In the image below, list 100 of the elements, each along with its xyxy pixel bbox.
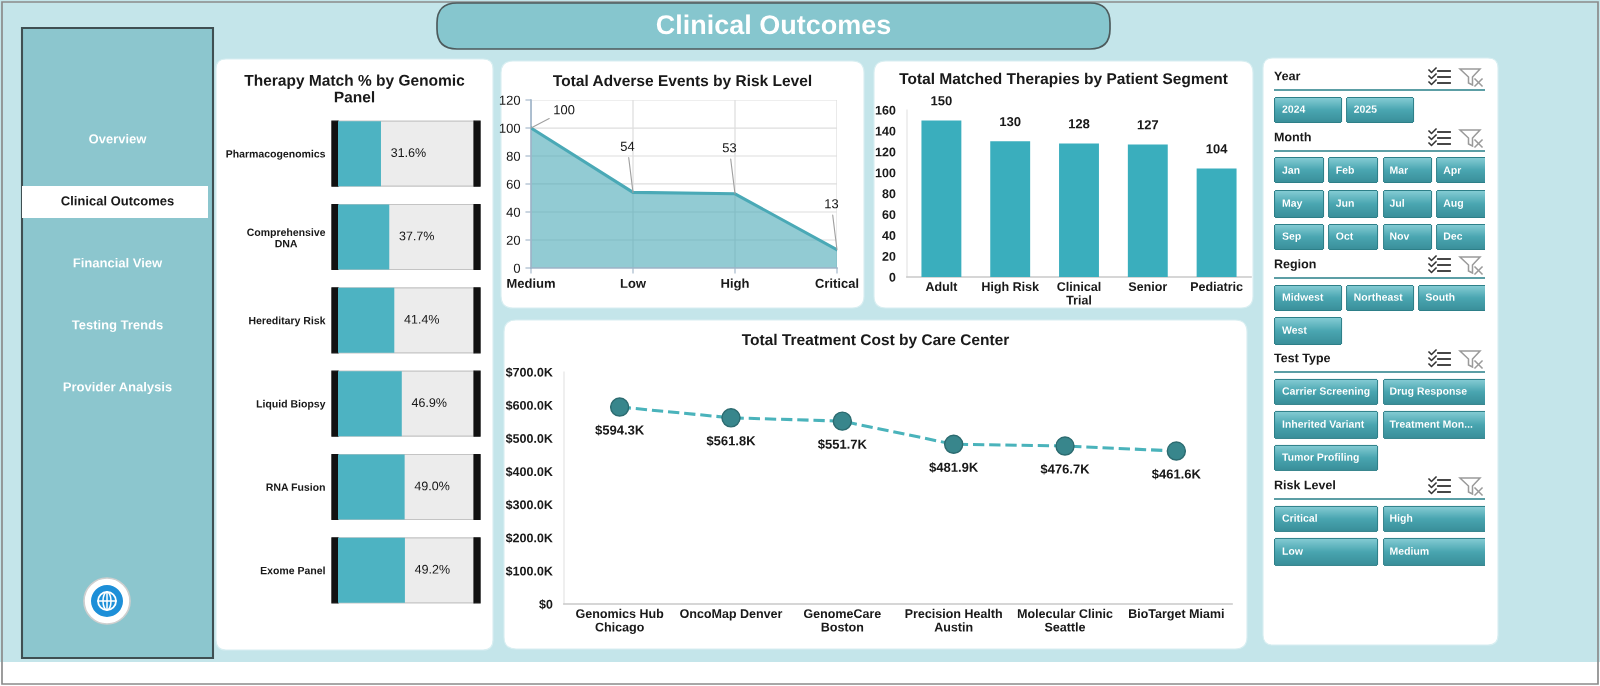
data-label: 31.6% — [391, 148, 426, 158]
category-label: Aug — [1443, 199, 1463, 209]
x-tick-label: Genomics Hub Chicago — [576, 608, 664, 635]
category-label: Tumor Profiling — [1282, 453, 1359, 463]
bar — [1059, 143, 1099, 277]
y-tick-label: 20 — [506, 235, 521, 245]
y-tick-label: $400.0K — [505, 466, 553, 477]
bar — [990, 141, 1031, 277]
x-tick-label: Critical — [815, 278, 859, 288]
category-label: Provider Analysis — [63, 381, 172, 395]
text: Month — [1274, 132, 1311, 142]
category-label: Apr — [1443, 166, 1462, 176]
y-tick-label: 0 — [513, 263, 521, 273]
category-label: Jun — [1335, 199, 1354, 207]
data-label: 150 — [931, 96, 952, 106]
y-tick-label: 140 — [875, 126, 896, 136]
category-label: Oct — [1336, 232, 1354, 240]
data-label: 49.2% — [414, 564, 450, 574]
category-label: 2025 — [1354, 105, 1377, 113]
chart-title: Therapy Match % by Genomic Panel — [244, 74, 465, 103]
x-tick-label: OncoMap Denver — [680, 609, 783, 621]
text: Risk Level — [1274, 480, 1335, 490]
y-tick-label: 20 — [882, 251, 896, 261]
category-label: Testing Trends — [71, 319, 163, 333]
category-label: Clinical Outcomes — [61, 195, 174, 206]
x-tick-label: Adult — [925, 281, 958, 292]
y-tick-label: 80 — [506, 151, 521, 161]
x-tick-label: Medium — [507, 278, 555, 288]
y-tick-label: Hereditary Risk — [249, 316, 326, 327]
y-tick-label: Pharmacogenomics — [226, 149, 326, 160]
y-tick-label: 40 — [882, 231, 896, 240]
text: Region — [1274, 259, 1316, 271]
data-label: 100 — [554, 105, 575, 115]
category-label: Jan — [1282, 166, 1300, 174]
x-tick-label: Senior — [1128, 281, 1168, 292]
y-tick-label: $0 — [539, 599, 553, 610]
data-label: $481.9K — [929, 462, 979, 473]
x-tick-label: Precision Health Austin — [905, 608, 1002, 632]
text: Clinical Outcomes — [656, 14, 891, 35]
category-label: Overview — [89, 133, 147, 144]
bar — [921, 120, 962, 277]
category-label: Dec — [1443, 232, 1463, 240]
text: Test Type — [1274, 353, 1331, 365]
category-label: May — [1282, 199, 1303, 209]
point — [943, 434, 964, 455]
data-label: 130 — [1000, 117, 1021, 127]
x-tick-label: Low — [620, 278, 647, 288]
category-label: Critical — [1282, 514, 1317, 522]
data-label: 13 — [825, 199, 839, 209]
category-label: High — [1390, 514, 1413, 524]
text: Year — [1274, 71, 1301, 81]
data-label: 54 — [620, 141, 635, 151]
category-label: Northeast — [1354, 293, 1403, 301]
y-tick-label: 60 — [506, 179, 521, 189]
category-label: South — [1425, 293, 1455, 301]
x-tick-label: BioTarget Miami — [1129, 608, 1224, 621]
category-label: Mar — [1390, 166, 1409, 174]
x-tick-label: High — [721, 278, 749, 291]
y-tick-label: Comprehensive DNA — [247, 228, 326, 248]
category-label: Treatment Mon... — [1389, 420, 1473, 428]
y-tick-label: 100 — [499, 123, 521, 133]
chart-title: Total Treatment Cost by Care Center — [741, 333, 1010, 349]
data-label: $551.7K — [817, 438, 867, 450]
y-tick-label: 160 — [875, 105, 896, 115]
data-label: $594.3K — [595, 424, 645, 436]
y-tick-label: 80 — [882, 189, 896, 199]
y-tick-label: $500.0K — [505, 433, 553, 444]
y-tick-label: Exome Panel — [260, 566, 325, 575]
point — [832, 411, 853, 431]
category-label: Nov — [1390, 232, 1410, 240]
y-tick-label: 40 — [506, 207, 521, 217]
data-label: 104 — [1206, 144, 1228, 154]
category-label: Medium — [1390, 547, 1429, 555]
data-label: 46.9% — [411, 398, 447, 408]
y-tick-label: 60 — [882, 210, 896, 220]
point — [1055, 436, 1075, 456]
data-label: 128 — [1068, 119, 1090, 129]
x-tick-label: High Risk — [982, 281, 1040, 294]
y-tick-label: 100 — [875, 168, 896, 178]
y-tick-label: Liquid Biopsy — [256, 399, 326, 410]
data-label: 49.0% — [414, 481, 450, 491]
x-tick-label: Pediatric — [1191, 281, 1243, 292]
category-label: Carrier Screening — [1282, 387, 1370, 397]
category-label: Feb — [1336, 166, 1354, 174]
bar — [1196, 168, 1237, 277]
data-label: $561.8K — [706, 435, 756, 447]
data-label: 41.4% — [404, 314, 440, 324]
data-label: $476.7K — [1040, 463, 1090, 475]
category-label: Drug Response — [1390, 387, 1467, 397]
y-tick-label: $600.0K — [505, 400, 553, 411]
x-tick-label: Molecular Clinic Seattle — [1017, 608, 1113, 632]
data-label: 37.7% — [399, 231, 434, 241]
y-tick-label: $200.0K — [505, 532, 553, 544]
bar — [1127, 144, 1168, 277]
x-tick-label: GenomeCare Boston — [803, 609, 881, 632]
category-label: Inherited Variant — [1282, 420, 1365, 428]
data-label: 127 — [1137, 120, 1159, 130]
point — [609, 397, 630, 417]
chart-title: Total Matched Therapies by Patient Segment — [899, 72, 1228, 88]
y-tick-label: 120 — [875, 147, 896, 157]
